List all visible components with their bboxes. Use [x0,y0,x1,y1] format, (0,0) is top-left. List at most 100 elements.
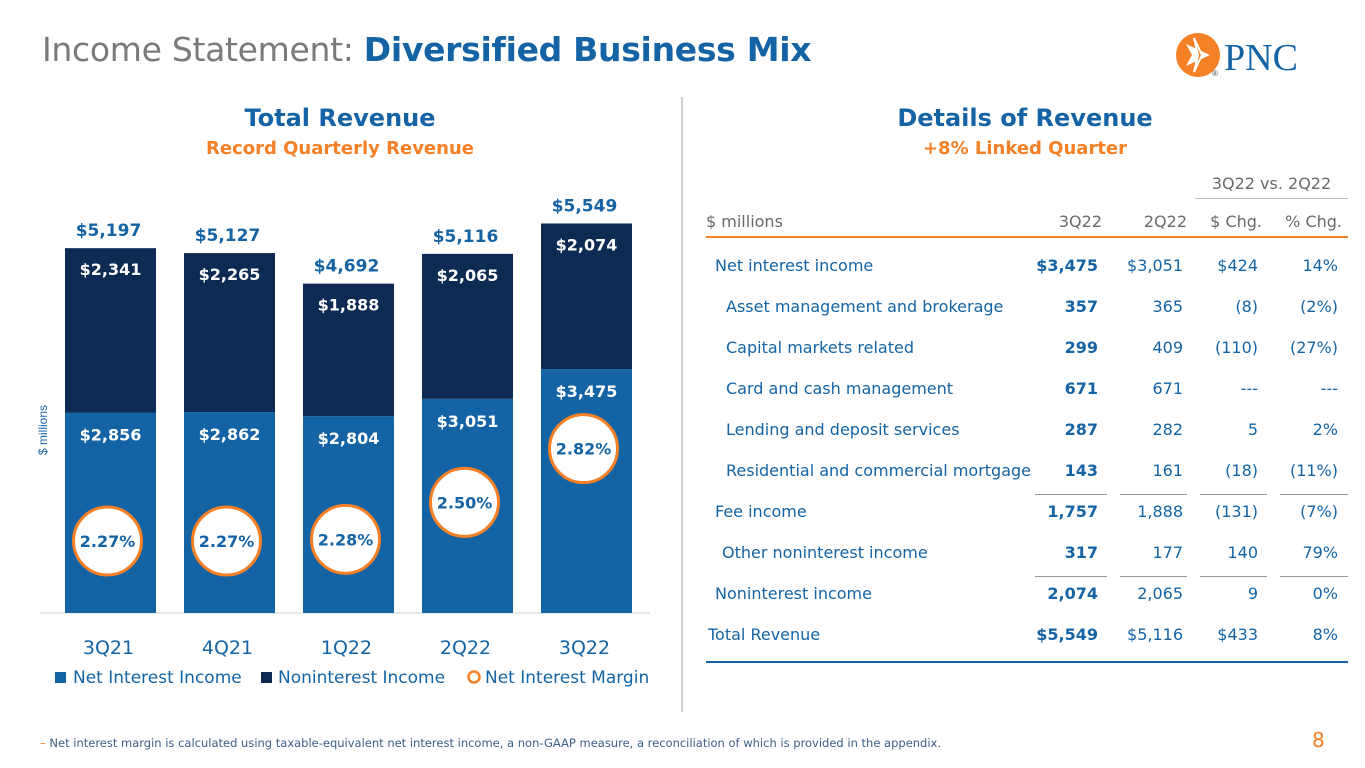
row-label: Card and cash management [726,379,954,398]
row-label: Capital markets related [726,338,914,357]
label-net-interest-income: $3,051 [437,412,499,431]
total-revenue-subtitle: Record Quarterly Revenue [206,138,474,159]
x-tick-label: 4Q21 [202,637,253,659]
table-row: Net interest income $3,475 $3,051 $424 14% [706,256,1348,297]
legend-label-net-interest-income: Net Interest Income [73,668,242,688]
label-total-revenue: $5,549 [552,196,618,216]
page-title-prefix: Income Statement: [42,30,364,69]
legend-label-noninterest-income: Noninterest Income [278,668,445,688]
legend-label-net-interest-margin: Net Interest Margin [485,668,649,688]
value-dollar-change: (131) [1214,502,1258,521]
label-noninterest-income: $2,265 [199,265,261,284]
value-percent-change: --- [1320,379,1338,398]
comparison-header: 3Q22 vs. 2Q22 [1195,174,1348,199]
table-bottom-rule [706,661,1348,663]
value-percent-change: 79% [1302,543,1338,562]
page-number: 8 [1312,728,1325,752]
label-net-interest-margin: 2.27% [80,532,136,551]
table-row: Lending and deposit services 287 282 5 2% [706,420,1348,461]
column-header-dollar-change: $ Chg. [1210,212,1262,231]
page-title: Income Statement: Diversified Business M… [42,30,812,69]
row-label: Other noninterest income [722,543,928,562]
bar-noninterest-income [541,223,632,370]
label-noninterest-income: $2,065 [437,266,499,285]
value-dollar-change: 9 [1247,584,1258,603]
nim-marker [191,505,262,577]
label-total-revenue: $5,197 [76,221,142,241]
value-3q22: $5,549 [1036,625,1098,644]
nim-marker [548,413,619,485]
value-2q22: 1,888 [1137,502,1183,521]
row-label: Residential and commercial mortgage [726,461,1031,480]
label-net-interest-income: $2,856 [80,426,142,445]
row-label: Fee income [715,502,807,521]
fee-income-rule [1120,494,1187,495]
page-title-main: Diversified Business Mix [363,30,812,69]
table-row: Fee income 1,757 1,888 (131) (7%) [706,502,1348,543]
value-percent-change: (2%) [1300,297,1338,316]
value-dollar-change: (110) [1214,338,1258,357]
value-dollar-change: 5 [1247,420,1258,439]
value-3q22: 1,757 [1047,502,1098,521]
noninterest-income-rule [1200,576,1267,577]
fee-income-rule [1035,494,1107,495]
value-2q22: 2,065 [1137,584,1183,603]
x-tick-label: 3Q22 [559,637,610,659]
nim-marker [429,466,500,538]
value-percent-change: 2% [1312,420,1338,439]
value-3q22: 287 [1064,420,1098,439]
value-dollar-change: $433 [1217,625,1258,644]
value-percent-change: (27%) [1289,338,1338,357]
bar-noninterest-income [184,253,275,413]
table-row: Other noninterest income 317 177 140 79% [706,543,1348,584]
value-2q22: 409 [1152,338,1183,357]
label-total-revenue: $5,116 [433,227,499,247]
table-row: Asset management and brokerage 357 365 (8) (… [706,297,1348,338]
pnc-logo: PNC ® [1176,33,1298,79]
label-net-interest-margin: 2.28% [318,530,374,549]
value-dollar-change: $424 [1217,256,1258,275]
label-noninterest-income: $1,888 [318,296,380,315]
label-total-revenue: $4,692 [314,257,380,277]
bar-noninterest-income [65,248,156,413]
value-2q22: $3,051 [1127,256,1183,275]
row-label: Noninterest income [715,584,872,603]
x-tick-label: 1Q22 [321,637,372,659]
value-dollar-change: (8) [1235,297,1258,316]
value-percent-change: (7%) [1300,502,1338,521]
nim-marker [72,505,143,577]
value-2q22: 365 [1152,297,1183,316]
fee-income-rule [1280,494,1348,495]
table-row: Total Revenue $5,549 $5,116 $433 8% [706,625,1348,666]
value-2q22: $5,116 [1127,625,1183,644]
value-3q22: 671 [1064,379,1098,398]
label-net-interest-margin: 2.27% [199,532,255,551]
value-dollar-change: (18) [1225,461,1258,480]
footnote-text: Net interest margin is calculated using … [49,736,942,750]
legend-swatch-noninterest-income [261,672,272,683]
label-total-revenue: $5,127 [195,226,261,246]
label-net-interest-income: $2,804 [318,429,380,448]
row-label: Total Revenue [708,625,821,644]
noninterest-income-rule [1035,576,1107,577]
table-row: Noninterest income 2,074 2,065 9 0% [706,584,1348,625]
value-3q22: 2,074 [1047,584,1098,603]
pnc-logo-registered: ® [1212,69,1218,78]
value-percent-change: (11%) [1289,461,1338,480]
total-revenue-title: Total Revenue [244,104,436,132]
value-3q22: 143 [1064,461,1098,480]
value-dollar-change: 140 [1227,543,1258,562]
label-net-interest-income: $3,475 [556,382,618,401]
nim-marker [310,503,381,575]
row-label: Lending and deposit services [726,420,960,439]
column-header-3q22: 3Q22 [1058,212,1102,231]
revenue-chart: $ millions $2,856 $2,341 $5,197 2.27% 3Q21 $2,… [36,196,650,688]
value-3q22: 299 [1064,338,1098,357]
value-percent-change: 14% [1302,256,1338,275]
value-2q22: 282 [1152,420,1183,439]
table-row: Card and cash management 671 671 --- --- [706,379,1348,420]
value-percent-change: 8% [1312,625,1338,644]
legend-marker-net-interest-margin [467,670,481,684]
value-3q22: $3,475 [1036,256,1098,275]
details-revenue-subtitle: +8% Linked Quarter [922,138,1128,159]
